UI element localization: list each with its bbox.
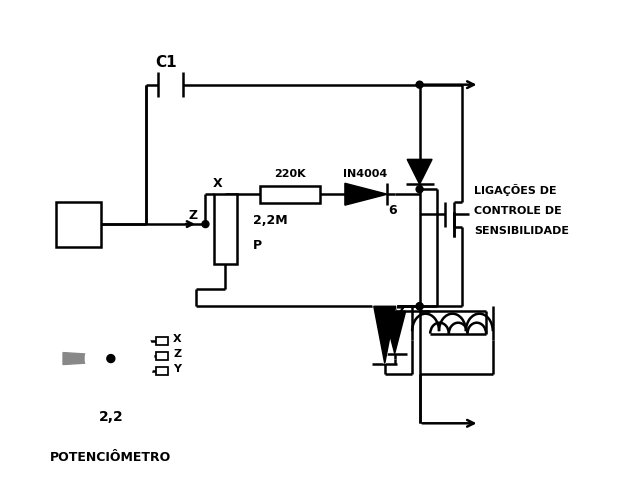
Text: CONTROLE DE: CONTROLE DE — [474, 206, 562, 216]
Text: Z: Z — [188, 209, 198, 222]
Text: 6: 6 — [388, 204, 397, 217]
Bar — [156, 367, 168, 375]
Bar — [156, 352, 168, 360]
Circle shape — [416, 186, 423, 193]
Polygon shape — [374, 306, 396, 364]
Polygon shape — [63, 353, 87, 365]
Bar — [156, 337, 168, 345]
Polygon shape — [345, 183, 387, 205]
Text: LIGAÇÕES DE: LIGAÇÕES DE — [474, 184, 557, 196]
Circle shape — [107, 355, 115, 363]
Bar — [56, 202, 101, 247]
Text: SENSIBILIDADE: SENSIBILIDADE — [474, 226, 570, 236]
Text: P: P — [253, 239, 262, 252]
Text: Z: Z — [395, 306, 404, 319]
Circle shape — [86, 334, 136, 383]
Text: X: X — [213, 177, 223, 190]
Polygon shape — [384, 311, 406, 354]
Text: Z: Z — [173, 349, 181, 359]
Circle shape — [99, 346, 124, 371]
Text: 220K: 220K — [275, 169, 306, 179]
Circle shape — [416, 81, 423, 88]
Polygon shape — [407, 159, 432, 184]
Text: POTENCIÔMETRO: POTENCIÔMETRO — [50, 451, 172, 464]
Text: C1: C1 — [155, 55, 177, 70]
Polygon shape — [374, 306, 396, 364]
Circle shape — [68, 316, 153, 401]
Circle shape — [416, 303, 423, 310]
Text: 2,2M: 2,2M — [253, 214, 287, 227]
Text: Y: Y — [213, 251, 223, 264]
Bar — [260, 185, 320, 203]
Bar — [214, 194, 237, 264]
Text: Y: Y — [173, 364, 181, 374]
Text: X: X — [173, 334, 182, 344]
Text: 2,2: 2,2 — [99, 410, 124, 424]
Text: IN4004: IN4004 — [342, 169, 387, 179]
Circle shape — [202, 221, 209, 228]
Circle shape — [416, 303, 423, 310]
